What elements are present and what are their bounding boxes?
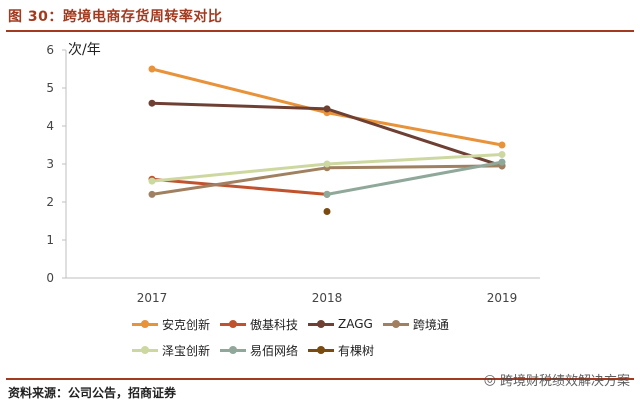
legend-swatch <box>308 319 335 328</box>
watermark-text: 跨境财税绩效解决方案 <box>499 374 630 389</box>
legend-marker <box>141 345 149 354</box>
data-point <box>498 151 506 158</box>
data-point <box>148 99 156 107</box>
data-point <box>323 208 331 215</box>
watermark: ◎ 跨境财税绩效解决方案 <box>483 370 630 390</box>
data-point <box>148 177 156 185</box>
series-易佰网络 <box>323 158 506 198</box>
series-泽宝创新 <box>148 151 506 185</box>
legend-marker <box>141 319 149 328</box>
x-tick-label: 2019 <box>487 291 518 302</box>
legend-swatch <box>220 319 247 328</box>
data-point <box>498 141 506 149</box>
footer-divider <box>6 378 634 380</box>
wechat-icon: ◎ <box>483 371 496 388</box>
chart-axes: 0 1 2 3 4 5 6 2017 2018 2019 <box>46 43 540 302</box>
legend-item: 跨境通 <box>382 316 449 332</box>
series-line <box>151 177 328 196</box>
y-tick-label: 2 <box>46 195 54 209</box>
legend-swatch <box>132 319 158 328</box>
legend-marker <box>317 345 326 354</box>
legend-label: 泽宝创新 <box>162 343 211 358</box>
legend-item: 安克创新 <box>132 316 210 332</box>
legend-label: 有棵树 <box>338 343 375 358</box>
y-tick-label: 1 <box>46 233 54 247</box>
legend-marker <box>391 319 400 328</box>
legend-label: 傲基科技 <box>250 317 299 332</box>
legend-label: ZAGG <box>338 317 373 331</box>
legend-marker <box>317 319 326 328</box>
legend-swatch <box>308 345 335 354</box>
title-divider <box>6 30 634 32</box>
data-point <box>148 190 156 198</box>
y-tick-label: 5 <box>46 81 54 95</box>
y-tick-label: 3 <box>46 157 54 171</box>
line-chart: 0 1 2 3 4 5 6 2017 2018 2019 次/年 <box>46 42 540 302</box>
legend-item: 有棵树 <box>308 342 374 358</box>
legend-marker <box>229 319 238 328</box>
data-point <box>323 190 331 198</box>
x-tick-label: 2018 <box>312 291 343 302</box>
y-tick-label: 6 <box>46 43 54 57</box>
y-tick-label: 4 <box>46 119 54 133</box>
legend-swatch <box>132 345 158 354</box>
legend-item: ZAGG <box>308 316 373 332</box>
x-tick-label: 2017 <box>137 291 168 302</box>
y-axis-label: 次/年 <box>68 42 101 58</box>
data-point <box>323 160 331 168</box>
data-point <box>323 105 331 113</box>
legend-label: 易佰网络 <box>250 343 299 358</box>
source-note: 资料来源：公司公告，招商证券 <box>8 386 177 400</box>
y-tick-label: 0 <box>46 271 54 285</box>
legend-item: 易佰网络 <box>220 342 298 358</box>
legend-marker <box>229 345 238 354</box>
legend-label: 跨境通 <box>412 317 449 332</box>
legend-item: 泽宝创新 <box>132 342 210 358</box>
legend-swatch <box>382 319 409 328</box>
data-point <box>148 65 156 73</box>
series-line <box>326 160 503 196</box>
data-point <box>498 158 506 166</box>
chart-legend: 安克创新 傲基科技 ZAGG 跨境通泽宝创新 易佰网络 有棵树 <box>132 316 512 358</box>
chart-series <box>148 65 506 215</box>
legend-swatch <box>220 345 247 354</box>
series-有棵树 <box>323 208 331 215</box>
legend-item: 傲基科技 <box>220 316 298 332</box>
chart-title: 图 30：跨境电商存货周转率对比 <box>8 9 223 25</box>
legend-label: 安克创新 <box>162 317 211 332</box>
